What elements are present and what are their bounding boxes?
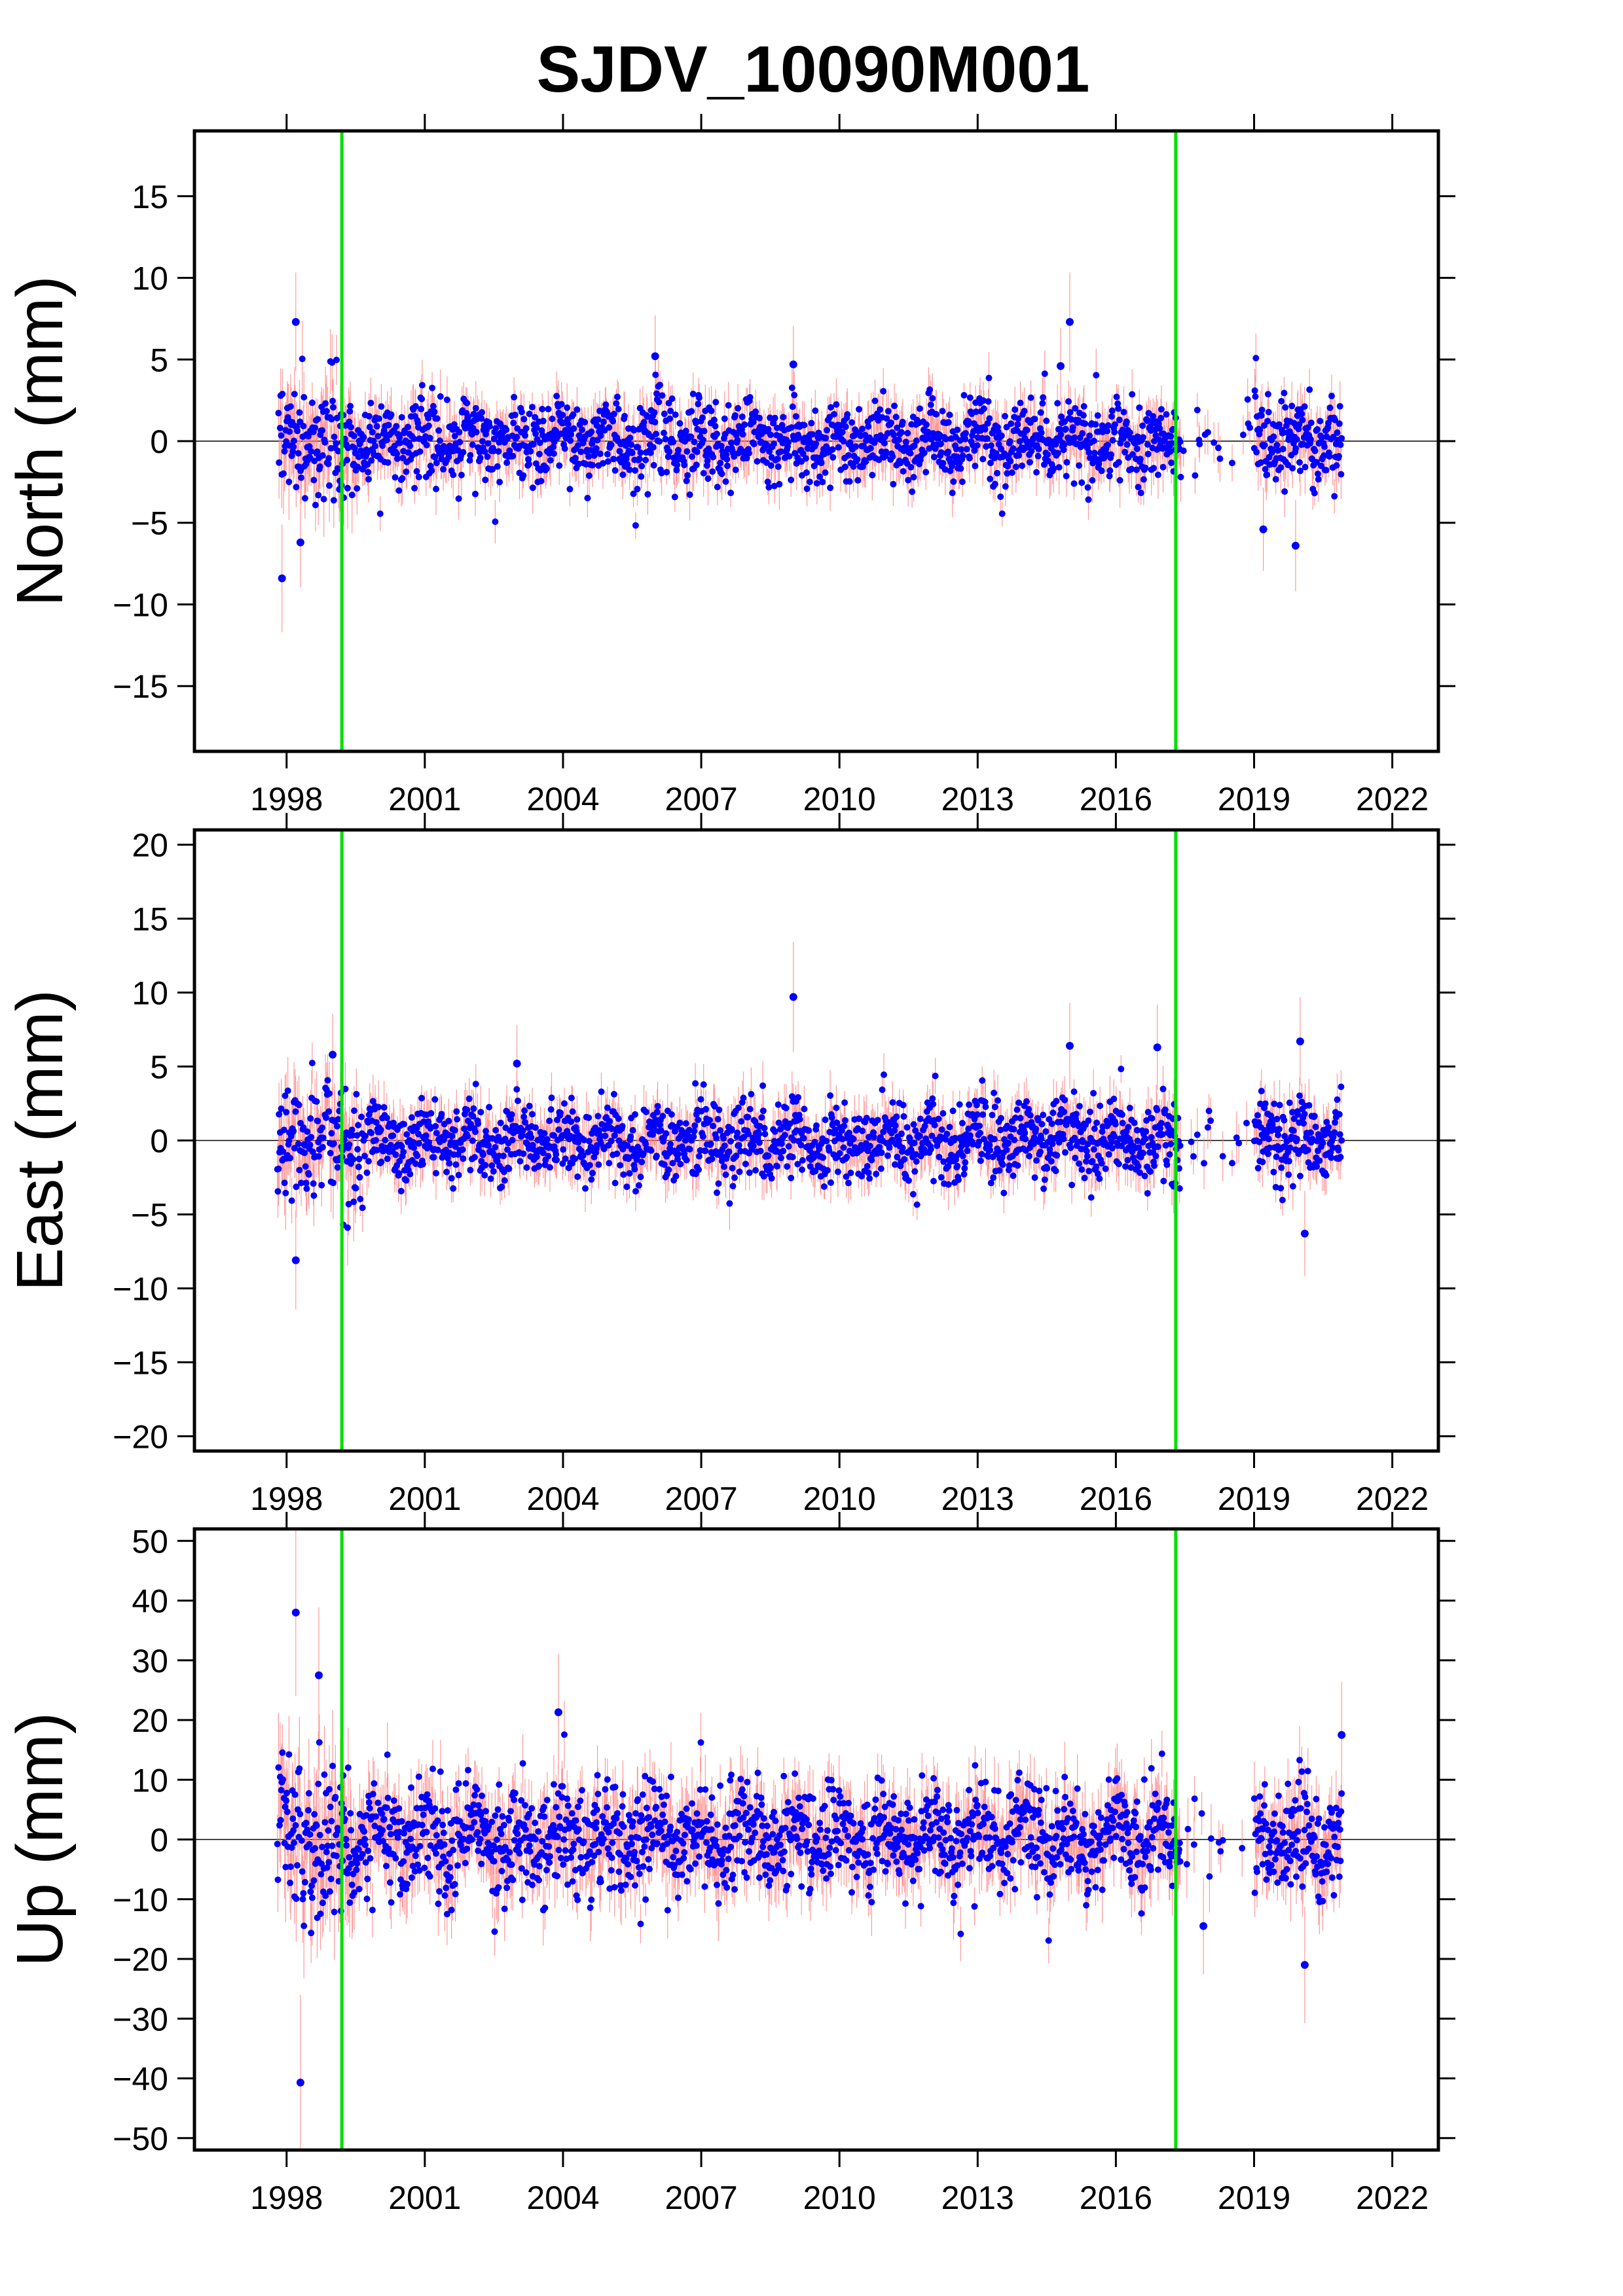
y-tick-label: 10	[132, 260, 168, 297]
chart-title: SJDV_10090M001	[536, 33, 1089, 106]
x-tick-label: 2007	[665, 781, 737, 817]
points	[275, 317, 1345, 583]
panel-3: −50 −40 −30 −20 −10 0 10 20 30 40 50 1998 2001 2004 20…	[3, 1512, 1455, 2216]
x-tick-label: 2016	[1080, 1480, 1152, 1517]
y-tick-label: −10	[113, 1882, 168, 1918]
data-points	[274, 1529, 1346, 2150]
y-tick-label: −30	[113, 2001, 168, 2037]
x-tick-label: 2001	[388, 1480, 461, 1517]
x-tick-label: 2022	[1356, 2179, 1429, 2216]
x-tick-label: 2013	[941, 1480, 1014, 1517]
y-tick-label: 0	[150, 1822, 168, 1859]
y-tick-label: −10	[113, 586, 168, 623]
y-tick-label: −15	[113, 1344, 168, 1381]
x-tick-label: 2010	[803, 2179, 876, 2216]
y-tick-label: −10	[113, 1270, 168, 1307]
x-tick-label: 2010	[803, 781, 876, 817]
x-tick-label: 2001	[388, 2179, 461, 2216]
x-tick-label: 2010	[803, 1480, 876, 1517]
x-tick-label: 2019	[1218, 781, 1290, 817]
y-tick-label: 15	[132, 179, 168, 215]
x-tick-label: 1998	[250, 781, 323, 817]
panel-1: −15 −10 −5 0 5 10 15 1998 2001 2004 2007 2010 2013 20…	[3, 114, 1455, 817]
y-tick-label: 50	[132, 1523, 168, 1560]
x-tick-label: 2019	[1218, 2179, 1290, 2216]
y-tick-label: −50	[113, 2121, 168, 2157]
x-tick-label: 2007	[665, 1480, 737, 1517]
y-tick-label: −20	[113, 1418, 168, 1455]
x-tick-label: 2019	[1218, 1480, 1290, 1517]
y-tick-label: −5	[131, 1196, 168, 1233]
y-tick-label: −5	[131, 505, 168, 542]
x-tick-label: 1998	[250, 2179, 323, 2216]
data-points	[274, 942, 1345, 1310]
y-axis-label: Up (mm)	[3, 1712, 77, 1967]
y-tick-label: −40	[113, 2061, 168, 2098]
y-tick-label: 10	[132, 975, 168, 1012]
x-tick-label: 2013	[941, 781, 1014, 817]
y-axis-label: North (mm)	[3, 276, 77, 607]
y-tick-label: 40	[132, 1583, 168, 1620]
y-tick-label: 15	[132, 901, 168, 938]
x-tick-label: 1998	[250, 1480, 323, 1517]
y-tick-label: −15	[113, 668, 168, 705]
x-tick-label: 2004	[526, 1480, 599, 1517]
x-tick-label: 2007	[665, 2179, 737, 2216]
x-tick-label: 2016	[1080, 781, 1152, 817]
y-tick-label: −20	[113, 1941, 168, 1978]
x-tick-label: 2016	[1080, 2179, 1152, 2216]
data-points	[275, 272, 1345, 632]
y-tick-label: 0	[150, 423, 168, 460]
x-tick-label: 2001	[388, 781, 461, 817]
y-tick-label: 30	[132, 1643, 168, 1679]
panel-2: −20 −15 −10 −5 0 5 10 15 20 1998 2001 2004 2007 2010 2…	[3, 813, 1455, 1517]
y-tick-label: 5	[150, 1049, 168, 1086]
x-tick-label: 2004	[526, 2179, 599, 2216]
points	[274, 1608, 1346, 2087]
y-tick-label: 20	[132, 1702, 168, 1739]
y-tick-label: 20	[132, 827, 168, 864]
y-tick-label: 10	[132, 1762, 168, 1799]
x-tick-label: 2013	[941, 2179, 1014, 2216]
x-tick-label: 2022	[1356, 1480, 1429, 1517]
y-axis-label: East (mm)	[3, 990, 77, 1291]
x-tick-label: 2004	[526, 781, 599, 817]
points	[274, 993, 1345, 1265]
x-tick-label: 2022	[1356, 781, 1429, 817]
y-tick-label: 5	[150, 342, 168, 378]
y-tick-label: 0	[150, 1123, 168, 1160]
